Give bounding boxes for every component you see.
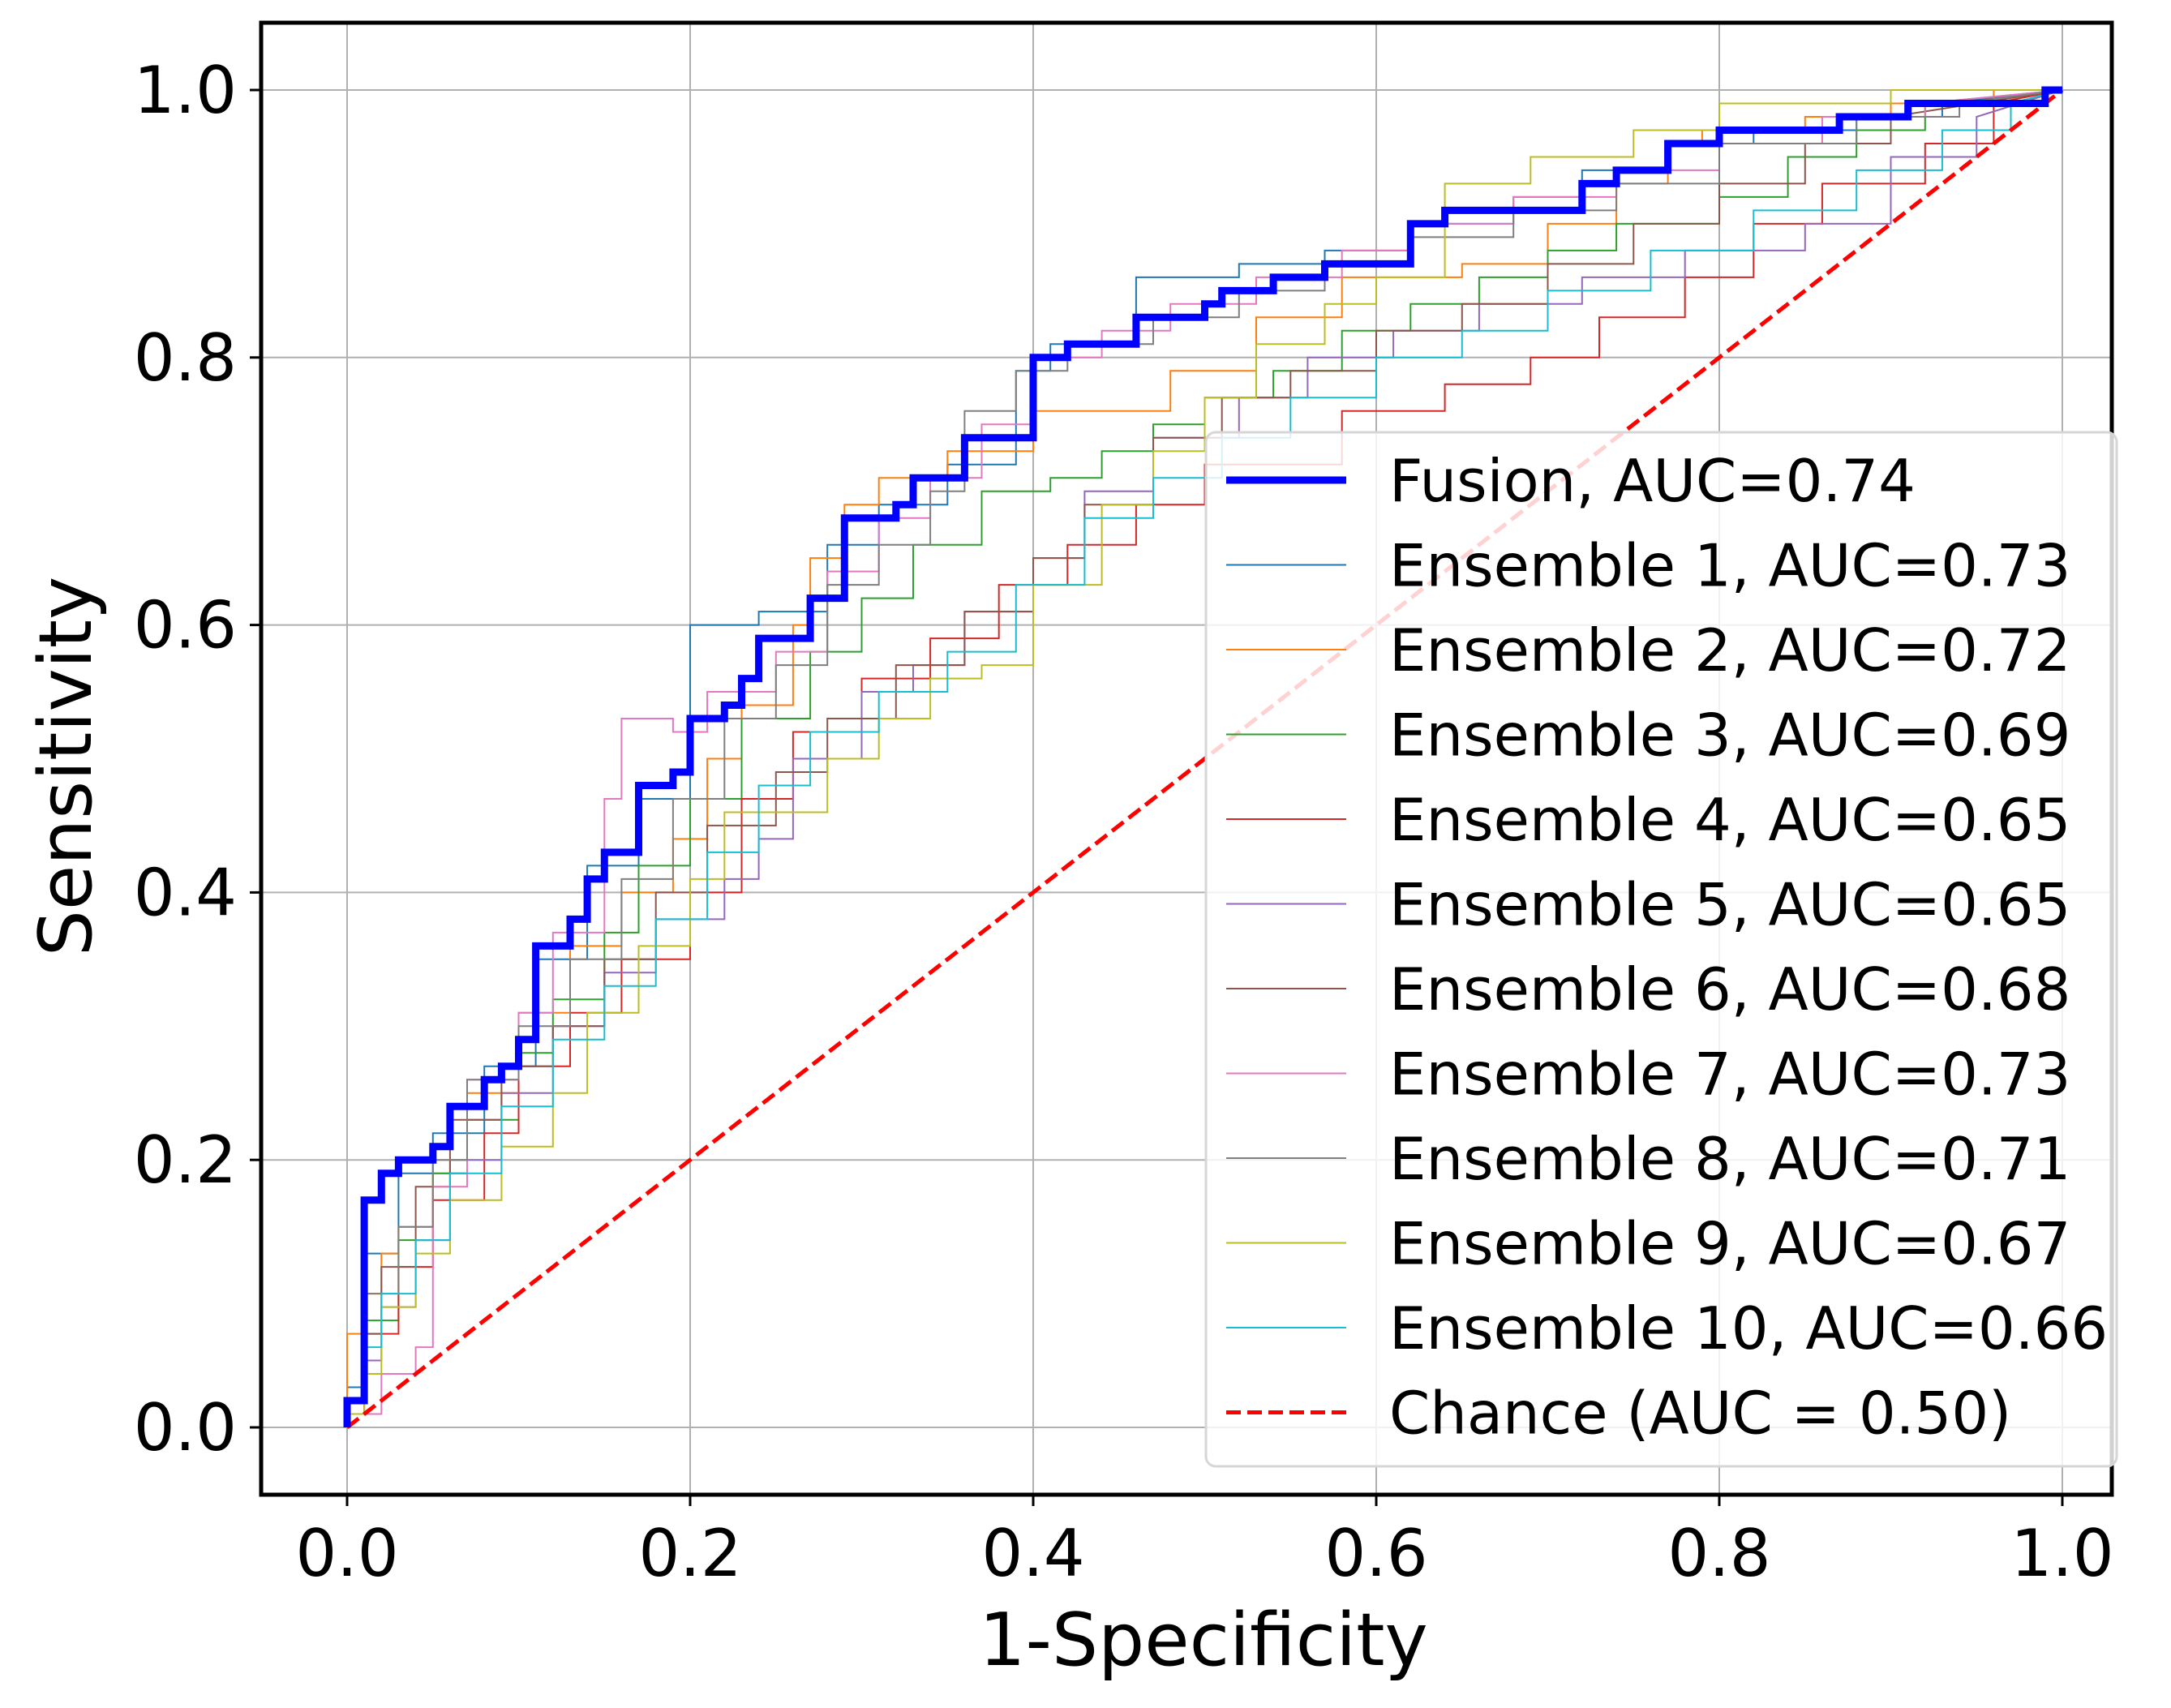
series-line-0 bbox=[343, 86, 2062, 1427]
series-layer bbox=[343, 86, 2064, 1429]
legend-label-7: Ensemble 7, AUC=0.73 bbox=[1389, 1041, 2070, 1109]
y-tick-label: 1.0 bbox=[134, 53, 237, 128]
x-axis-label: 1-Specificity bbox=[979, 1598, 1428, 1683]
x-tick-label: 0.2 bbox=[638, 1516, 741, 1591]
y-tick-label: 0.2 bbox=[134, 1122, 237, 1198]
legend-label-8: Ensemble 8, AUC=0.71 bbox=[1389, 1125, 2070, 1193]
y-tick-label: 0.4 bbox=[134, 855, 237, 930]
series-line-9 bbox=[346, 89, 2062, 1427]
legend-label-0: Fusion, AUC=0.74 bbox=[1389, 447, 1916, 515]
x-tick-label: 0.6 bbox=[1324, 1516, 1427, 1591]
legend-label-10: Ensemble 10, AUC=0.66 bbox=[1389, 1294, 2108, 1363]
legend-label-1: Ensemble 1, AUC=0.73 bbox=[1389, 532, 2070, 600]
legend-box bbox=[1204, 431, 2118, 1468]
series-line-10 bbox=[346, 89, 2063, 1427]
y-axis-label: Sensitivity bbox=[24, 577, 109, 957]
series-line-4 bbox=[346, 89, 2063, 1427]
legend-label-11: Chance (AUC = 0.50) bbox=[1389, 1380, 2011, 1448]
y-tick-label: 0.6 bbox=[134, 588, 237, 663]
legend-label-2: Ensemble 2, AUC=0.72 bbox=[1389, 616, 2070, 684]
legend-label-3: Ensemble 3, AUC=0.69 bbox=[1389, 702, 2070, 770]
legend-label-6: Ensemble 6, AUC=0.68 bbox=[1389, 955, 2070, 1024]
x-tick-label: 1.0 bbox=[2010, 1516, 2113, 1591]
ticks: 0.0 0.2 0.4 0.6 0.8 1.0 0.0 0.2 0.4 0.6 0.8 1.0 bbox=[134, 53, 2114, 1591]
legend-label-9: Ensemble 9, AUC=0.67 bbox=[1389, 1210, 2070, 1278]
y-tick-label: 0.8 bbox=[134, 320, 237, 396]
legend-label-4: Ensemble 4, AUC=0.65 bbox=[1389, 786, 2070, 854]
x-tick-label: 0.4 bbox=[981, 1516, 1084, 1591]
x-tick-label: 0.8 bbox=[1667, 1516, 1770, 1591]
y-tick-label: 0.0 bbox=[134, 1390, 237, 1466]
x-tick-label: 0.0 bbox=[295, 1516, 398, 1591]
legend-label-5: Ensemble 5, AUC=0.65 bbox=[1389, 871, 2070, 939]
legend: Fusion, AUC=0.74 Ensemble 1, AUC=0.73 Ense… bbox=[1204, 431, 2118, 1468]
